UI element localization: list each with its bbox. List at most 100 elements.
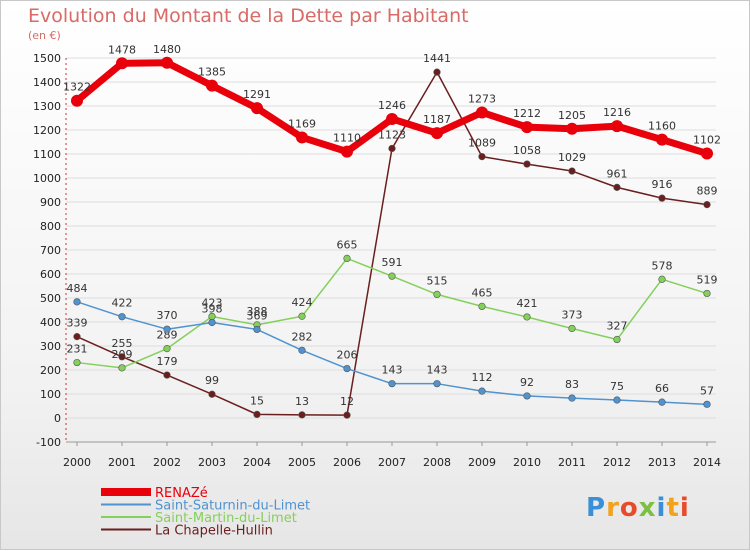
data-point — [71, 94, 83, 107]
x-tick-label: 2009 — [468, 456, 496, 469]
proxiti-logo: Proxiti — [586, 493, 690, 523]
data-label: 15 — [250, 394, 264, 407]
data-point — [433, 68, 441, 76]
logo-letter: r — [606, 493, 620, 523]
data-point — [658, 398, 666, 406]
y-tick-label: 1000 — [33, 172, 61, 185]
data-label: 1029 — [558, 151, 586, 164]
legend-label-0: RENAZé — [155, 486, 208, 501]
data-point — [343, 254, 351, 262]
y-tick-label: 200 — [40, 364, 61, 377]
data-point — [298, 312, 306, 320]
chart-title: Evolution du Montant de la Dette par Hab… — [28, 5, 469, 27]
data-label: 370 — [157, 309, 178, 322]
data-label: 92 — [520, 376, 534, 389]
data-label: 424 — [292, 296, 313, 309]
data-point — [116, 57, 128, 70]
data-label: 99 — [205, 374, 219, 387]
data-label: 369 — [247, 309, 268, 322]
data-label: 1322 — [63, 81, 91, 94]
x-tick-label: 2002 — [153, 456, 181, 469]
data-point — [118, 364, 126, 372]
data-point — [118, 313, 126, 321]
x-tick-label: 2003 — [198, 456, 226, 469]
data-label: 465 — [472, 286, 493, 299]
data-label: 1441 — [423, 52, 451, 65]
data-label: 143 — [427, 364, 448, 377]
data-label: 57 — [700, 384, 714, 397]
logo-letter: x — [638, 493, 657, 523]
data-point — [118, 353, 126, 361]
logo-letter: o — [619, 493, 639, 523]
y-tick-label: 1200 — [33, 124, 61, 137]
data-point — [656, 133, 668, 146]
data-point — [343, 364, 351, 373]
x-tick-label: 2013 — [648, 456, 676, 469]
data-label: 916 — [652, 178, 673, 191]
data-label: 1102 — [693, 134, 721, 147]
data-label: 289 — [157, 329, 178, 342]
data-label: 515 — [427, 274, 448, 287]
x-tick-label: 2006 — [333, 456, 361, 469]
data-point — [701, 147, 713, 160]
legend-label-3: La Chapelle-Hullin — [155, 524, 273, 539]
data-point — [298, 346, 306, 354]
data-label: 12 — [340, 395, 354, 408]
data-point — [478, 387, 486, 395]
data-label: 209 — [112, 348, 133, 361]
data-label: 961 — [607, 167, 628, 180]
x-tick-label: 2004 — [243, 456, 271, 469]
y-tick-label: 500 — [40, 292, 61, 305]
data-point — [703, 201, 711, 209]
data-label: 1291 — [243, 88, 271, 101]
data-point — [298, 411, 306, 419]
data-label: 484 — [67, 282, 88, 295]
data-label: 1123 — [378, 128, 406, 141]
data-point — [161, 56, 173, 69]
data-label: 1385 — [198, 66, 226, 79]
data-label: 327 — [607, 320, 628, 333]
y-tick-label: 100 — [40, 388, 61, 401]
data-label: 179 — [157, 355, 178, 368]
x-tick-label: 2014 — [693, 456, 721, 469]
y-tick-label: 600 — [40, 268, 61, 281]
data-label: 1160 — [648, 120, 676, 133]
y-tick-label: 300 — [40, 340, 61, 353]
data-point — [523, 392, 531, 400]
data-label: 83 — [565, 378, 579, 391]
data-label: 519 — [697, 273, 718, 286]
data-label: 373 — [562, 308, 583, 321]
data-point — [206, 79, 218, 92]
data-point — [568, 167, 576, 175]
y-tick-label: 1500 — [33, 52, 61, 65]
data-label: 75 — [610, 380, 624, 393]
data-point — [613, 183, 621, 191]
data-point — [613, 396, 621, 404]
data-point — [478, 153, 486, 161]
data-label: 578 — [652, 259, 673, 272]
data-point — [163, 345, 171, 353]
data-label: 423 — [202, 296, 223, 309]
data-point — [343, 411, 351, 419]
y-tick-label: 800 — [40, 220, 61, 233]
data-label: 206 — [337, 349, 358, 362]
data-point — [431, 127, 443, 140]
data-point — [208, 390, 216, 398]
x-tick-label: 2000 — [63, 456, 91, 469]
data-point — [658, 275, 666, 283]
data-point — [251, 102, 263, 115]
logo-letter: t — [666, 493, 680, 523]
y-tick-label: 1300 — [33, 100, 61, 113]
y-tick-label: 0 — [54, 412, 61, 425]
data-label: 421 — [517, 297, 538, 310]
logo-letter: i — [656, 493, 667, 523]
data-label: 1089 — [468, 137, 496, 150]
data-point — [208, 318, 216, 327]
data-point — [253, 325, 261, 334]
data-label: 143 — [382, 364, 403, 377]
x-tick-label: 2001 — [108, 456, 136, 469]
data-label: 231 — [67, 343, 88, 356]
data-label: 1205 — [558, 109, 586, 122]
data-label: 1169 — [288, 117, 316, 130]
